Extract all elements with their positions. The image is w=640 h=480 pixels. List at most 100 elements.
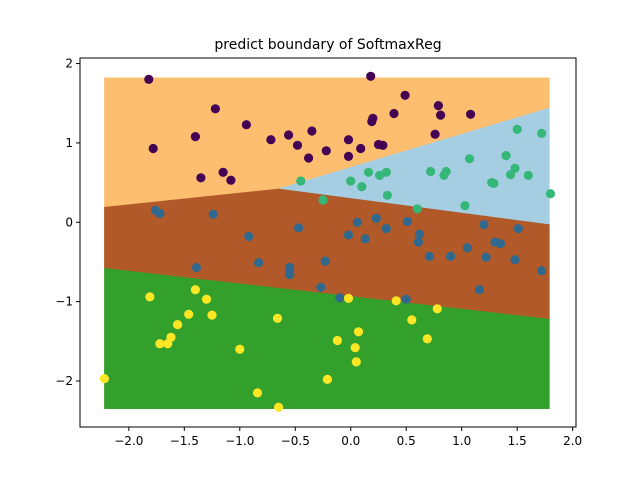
x-tick-label-4: 0.0 [341,434,360,448]
point-class-3-19 [353,327,364,337]
decision-regions [104,77,550,409]
point-class-1-2 [346,176,356,186]
point-class-3-20 [391,296,401,306]
point-class-0-26 [436,110,446,120]
point-class-2-3 [208,209,218,219]
x-tick-label-3: −0.5 [281,434,310,448]
x-tick-label-0: −2.0 [114,434,143,448]
point-class-0-15 [343,151,354,161]
point-class-0-2 [190,132,200,142]
point-class-2-21 [414,229,425,239]
point-class-3-16 [343,293,354,303]
point-class-1-19 [512,124,522,134]
point-class-1-21 [537,128,547,138]
point-class-3-12 [272,313,283,323]
point-class-3-6 [184,309,194,319]
point-class-3-10 [235,344,245,354]
point-class-0-10 [292,140,303,150]
point-class-0-24 [430,129,440,139]
point-class-2-19 [402,216,412,227]
point-class-1-16 [501,151,511,161]
point-class-3-21 [407,315,417,325]
region-class-3 [104,268,550,409]
point-class-1-6 [381,167,391,177]
point-class-0-9 [284,130,294,140]
point-class-2-5 [254,258,264,268]
y-tick-label-0: −2 [55,374,73,388]
point-class-2-26 [479,220,489,230]
point-class-0-7 [241,120,251,130]
point-class-1-7 [382,190,392,200]
point-class-0-1 [148,143,158,154]
point-class-1-0 [296,176,306,186]
plot-frame [79,57,577,428]
point-class-1-8 [412,204,422,214]
point-class-0-27 [466,109,476,119]
region-class-2 [104,188,550,320]
x-tick-label-8: 2.0 [563,434,582,448]
point-class-1-18 [510,163,520,173]
point-class-0-22 [389,108,399,119]
point-class-0-11 [304,153,314,163]
chart-title: predict boundary of SoftmaxReg [214,37,441,53]
point-class-2-31 [513,224,523,234]
x-tick-label-1: −1.5 [170,434,199,448]
point-class-1-22 [545,189,556,199]
point-class-3-23 [432,304,442,314]
point-class-2-24 [462,243,472,253]
point-class-1-11 [441,166,451,177]
point-class-2-29 [495,239,506,249]
x-tick-label-5: 0.5 [397,434,416,448]
point-class-0-12 [307,126,317,136]
point-class-3-18 [351,357,361,367]
point-class-3-13 [274,402,284,412]
point-class-3-15 [332,335,342,346]
x-tick-label-6: 1.0 [452,434,471,448]
point-class-1-4 [363,167,374,177]
point-class-1-3 [357,182,367,192]
point-class-3-8 [201,294,212,304]
point-class-1-12 [460,201,470,211]
point-class-0-21 [378,140,388,150]
point-class-3-1 [145,292,155,302]
point-class-0-0 [144,74,154,84]
point-class-1-17 [505,170,516,180]
point-class-3-4 [166,332,176,342]
point-class-0-19 [368,113,378,123]
x-tick-label-2: −1.0 [225,434,254,448]
point-class-2-27 [481,252,491,262]
point-class-2-9 [294,223,304,233]
point-class-2-15 [360,234,370,244]
point-class-2-8 [285,270,295,280]
point-class-2-2 [191,262,202,273]
point-class-1-13 [464,154,475,164]
point-class-2-12 [335,293,345,303]
point-class-0-17 [366,71,376,81]
point-class-0-4 [210,104,220,114]
point-class-1-15 [489,178,499,188]
point-class-0-14 [343,135,354,145]
point-class-2-4 [244,231,254,242]
point-class-2-20 [413,237,423,247]
y-tick-label-1: −1 [55,295,73,309]
point-class-1-9 [426,166,436,177]
point-class-2-23 [446,251,456,261]
point-class-2-14 [352,217,362,227]
y-tick-label-3: 1 [65,136,73,150]
point-class-1-20 [523,170,533,180]
point-class-2-13 [343,230,354,240]
point-class-3-2 [155,339,165,349]
point-class-3-9 [207,310,217,320]
x-tick-label-7: 1.5 [508,434,527,448]
point-class-2-1 [155,208,165,219]
point-class-0-8 [266,135,276,145]
point-class-2-11 [320,256,330,266]
point-class-1-1 [318,195,328,205]
point-class-2-22 [424,251,435,261]
point-class-2-17 [381,224,391,234]
point-class-0-16 [356,143,366,154]
point-class-3-11 [252,388,263,398]
point-class-2-25 [474,285,485,295]
point-class-3-0 [99,374,109,384]
